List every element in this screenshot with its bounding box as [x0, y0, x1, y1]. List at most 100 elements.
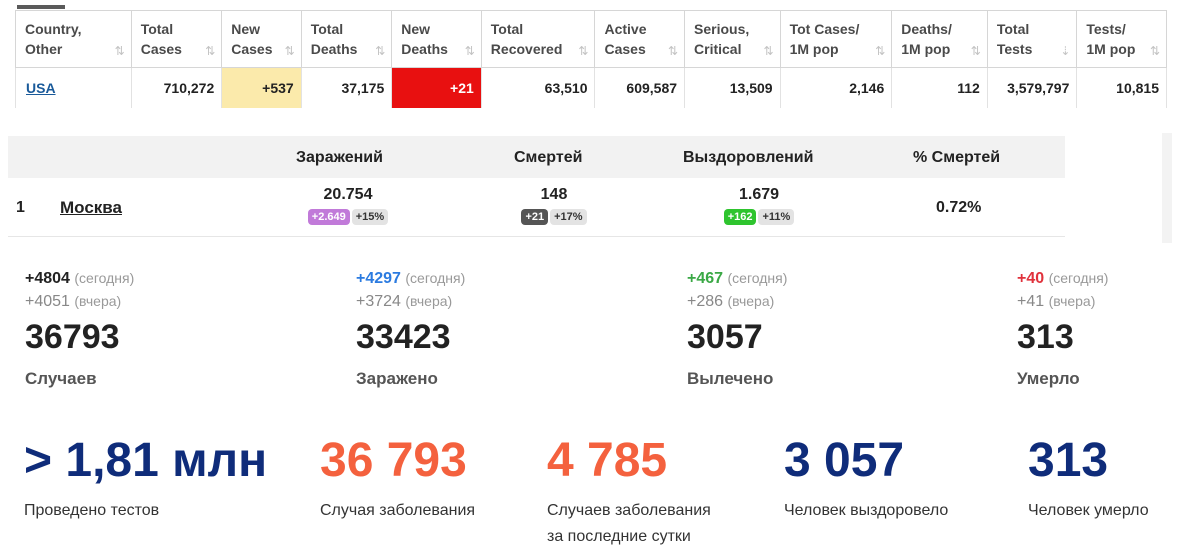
- today-delta: +40: [1017, 270, 1045, 287]
- total-recovered-cell: 63,510: [480, 67, 596, 111]
- country-link[interactable]: USA: [26, 80, 56, 96]
- summary-desc-line2: за последние сутки: [547, 528, 691, 545]
- tests-per-million-cell: 10,815: [1076, 67, 1167, 111]
- summary-daily-cases: 4 785 Случаев заболевания за последние с…: [547, 433, 711, 550]
- col-header-serious-critical[interactable]: Serious, Critical ⇅: [684, 10, 781, 68]
- world-stats-table: Country, Other ⇅ Total Cases ⇅ New Cases ⇅ Tot…: [15, 10, 1167, 111]
- header-label: Tests: [996, 41, 1033, 57]
- header-label: Cases: [604, 41, 646, 57]
- deaths-value: 148: [540, 186, 568, 203]
- header-infected: Заражений: [296, 149, 383, 166]
- summary-value: > 1,81 млн: [24, 434, 268, 487]
- table-row: 1 Москва 20.754 +2.649 +15% 148 +21 +17% 1…: [8, 178, 1065, 237]
- today-note: (сегодня): [1048, 270, 1109, 286]
- cases-per-million-cell: 2,146: [779, 67, 893, 111]
- stat-label: Вылечено: [687, 369, 774, 388]
- sort-arrows-icon[interactable]: ⇅: [875, 44, 886, 58]
- col-header-tests-per-million[interactable]: Tests/1M pop ⇅: [1076, 10, 1167, 68]
- col-header-total-deaths[interactable]: Total Deaths ⇅: [300, 10, 393, 68]
- total-value: 313: [1017, 318, 1074, 356]
- active-cases-cell: 609,587: [594, 67, 686, 111]
- col-header-new-cases[interactable]: New Cases ⇅: [221, 10, 302, 68]
- header-label: New: [231, 21, 261, 37]
- today-delta: +4804: [25, 270, 70, 287]
- yesterday-note: (вчера): [1048, 293, 1096, 309]
- sort-arrows-icon[interactable]: ⇅: [464, 44, 475, 58]
- header-label: 1M pop: [789, 41, 839, 57]
- stat-label: Случаев: [25, 369, 97, 388]
- total-deaths-cell: 37,175: [300, 67, 393, 111]
- header-deaths: Смертей: [514, 149, 583, 166]
- sort-arrows-icon[interactable]: ⇅: [375, 44, 386, 58]
- sort-arrows-icon[interactable]: ⇅: [1149, 44, 1160, 58]
- header-label: New: [401, 21, 431, 37]
- today-note: (сегодня): [74, 270, 135, 286]
- sort-arrows-icon[interactable]: ⇅: [284, 44, 295, 58]
- recovered-cell: 1.679 +162 +11%: [708, 186, 810, 225]
- col-header-total-recovered[interactable]: Total Recovered ⇅: [480, 10, 596, 68]
- col-header-total-cases[interactable]: Total Cases ⇅: [130, 10, 223, 68]
- col-header-cases-per-million[interactable]: Tot Cases/1M pop ⇅: [779, 10, 893, 68]
- header-label: Deaths: [310, 41, 358, 57]
- summary-value: 4 785: [547, 434, 668, 487]
- summary-desc: Проведено тестов: [24, 502, 160, 519]
- stat-cases: +4804 (сегодня) +4051 (вчера) 36793 Случ…: [25, 270, 134, 389]
- total-value: 33423: [356, 318, 451, 356]
- header-label: Serious,: [694, 21, 750, 37]
- sort-desc-icon[interactable]: ⇣: [1060, 44, 1071, 58]
- header-label: Country,: [25, 21, 82, 37]
- total-tests-cell: 3,579,797: [986, 67, 1078, 111]
- sort-arrows-icon[interactable]: ⇅: [970, 44, 981, 58]
- world-stats-panel: Country, Other ⇅ Total Cases ⇅ New Cases ⇅ Tot…: [15, 5, 1167, 111]
- infected-value: 20.754: [323, 186, 373, 203]
- sort-arrows-icon[interactable]: ⇅: [205, 44, 216, 58]
- stat-infected: +4297 (сегодня) +3724 (вчера) 33423 Зара…: [356, 270, 465, 389]
- yesterday-delta: +41: [1017, 293, 1045, 310]
- sort-arrows-icon[interactable]: ⇅: [578, 44, 589, 58]
- yesterday-note: (вчера): [405, 293, 453, 309]
- scrollbar-track[interactable]: [1162, 133, 1172, 243]
- infected-cell: 20.754 +2.649 +15%: [294, 186, 402, 225]
- sort-arrows-icon[interactable]: ⇅: [667, 44, 679, 58]
- header-label: 1M pop: [1086, 41, 1136, 57]
- header-label: Total: [996, 21, 1030, 37]
- summary-died: 313 Человек умерло: [1028, 433, 1149, 524]
- header-label: Active: [604, 21, 647, 37]
- col-header-deaths-per-million[interactable]: Deaths/1M pop ⇅: [891, 10, 988, 68]
- today-note: (сегодня): [727, 270, 788, 286]
- summary-desc: Человек умерло: [1028, 502, 1149, 519]
- country-cell: USA: [15, 67, 132, 111]
- header-label: 1M pop: [901, 41, 951, 57]
- total-cases-cell: 710,272: [130, 67, 223, 111]
- today-delta: +4297: [356, 270, 401, 287]
- deaths-delta-badge: +21: [521, 209, 549, 225]
- recovered-pct-badge: +11%: [758, 209, 795, 225]
- header-label: Cases: [231, 41, 273, 57]
- summary-value: 3 057: [784, 434, 905, 487]
- new-cases-cell: +537: [221, 67, 302, 111]
- recovered-value: 1.679: [738, 186, 780, 203]
- serious-critical-cell: 13,509: [684, 67, 781, 111]
- sort-arrows-icon[interactable]: ⇅: [114, 44, 125, 58]
- infected-delta-badge: +2.649: [307, 209, 350, 225]
- deaths-per-million-cell: 112: [891, 67, 988, 111]
- sort-arrows-icon[interactable]: ⇅: [763, 44, 774, 58]
- col-header-country[interactable]: Country, Other ⇅: [15, 10, 132, 68]
- yesterday-delta: +3724: [356, 293, 401, 310]
- death-rate-value: 0.72%: [936, 199, 982, 216]
- city-link[interactable]: Москва: [60, 198, 122, 217]
- header-death-rate: % Смертей: [913, 149, 1001, 166]
- today-note: (сегодня): [405, 270, 466, 286]
- header-label: Critical: [694, 41, 742, 57]
- col-header-new-deaths[interactable]: New Deaths ⇅: [391, 10, 482, 68]
- header-label: Total: [310, 21, 344, 37]
- deaths-pct-badge: +17%: [550, 209, 587, 225]
- summary-cases: 36 793 Случая заболевания: [320, 433, 475, 524]
- col-header-total-tests[interactable]: Total Tests ⇣: [986, 10, 1078, 68]
- summary-desc: Человек выздоровело: [784, 502, 949, 519]
- infected-pct-badge: +15%: [351, 209, 389, 225]
- header-label: Deaths: [401, 41, 448, 57]
- stat-label: Заражено: [356, 369, 438, 388]
- yesterday-note: (вчера): [727, 293, 775, 309]
- col-header-active-cases[interactable]: Active Cases ⇅: [594, 10, 686, 68]
